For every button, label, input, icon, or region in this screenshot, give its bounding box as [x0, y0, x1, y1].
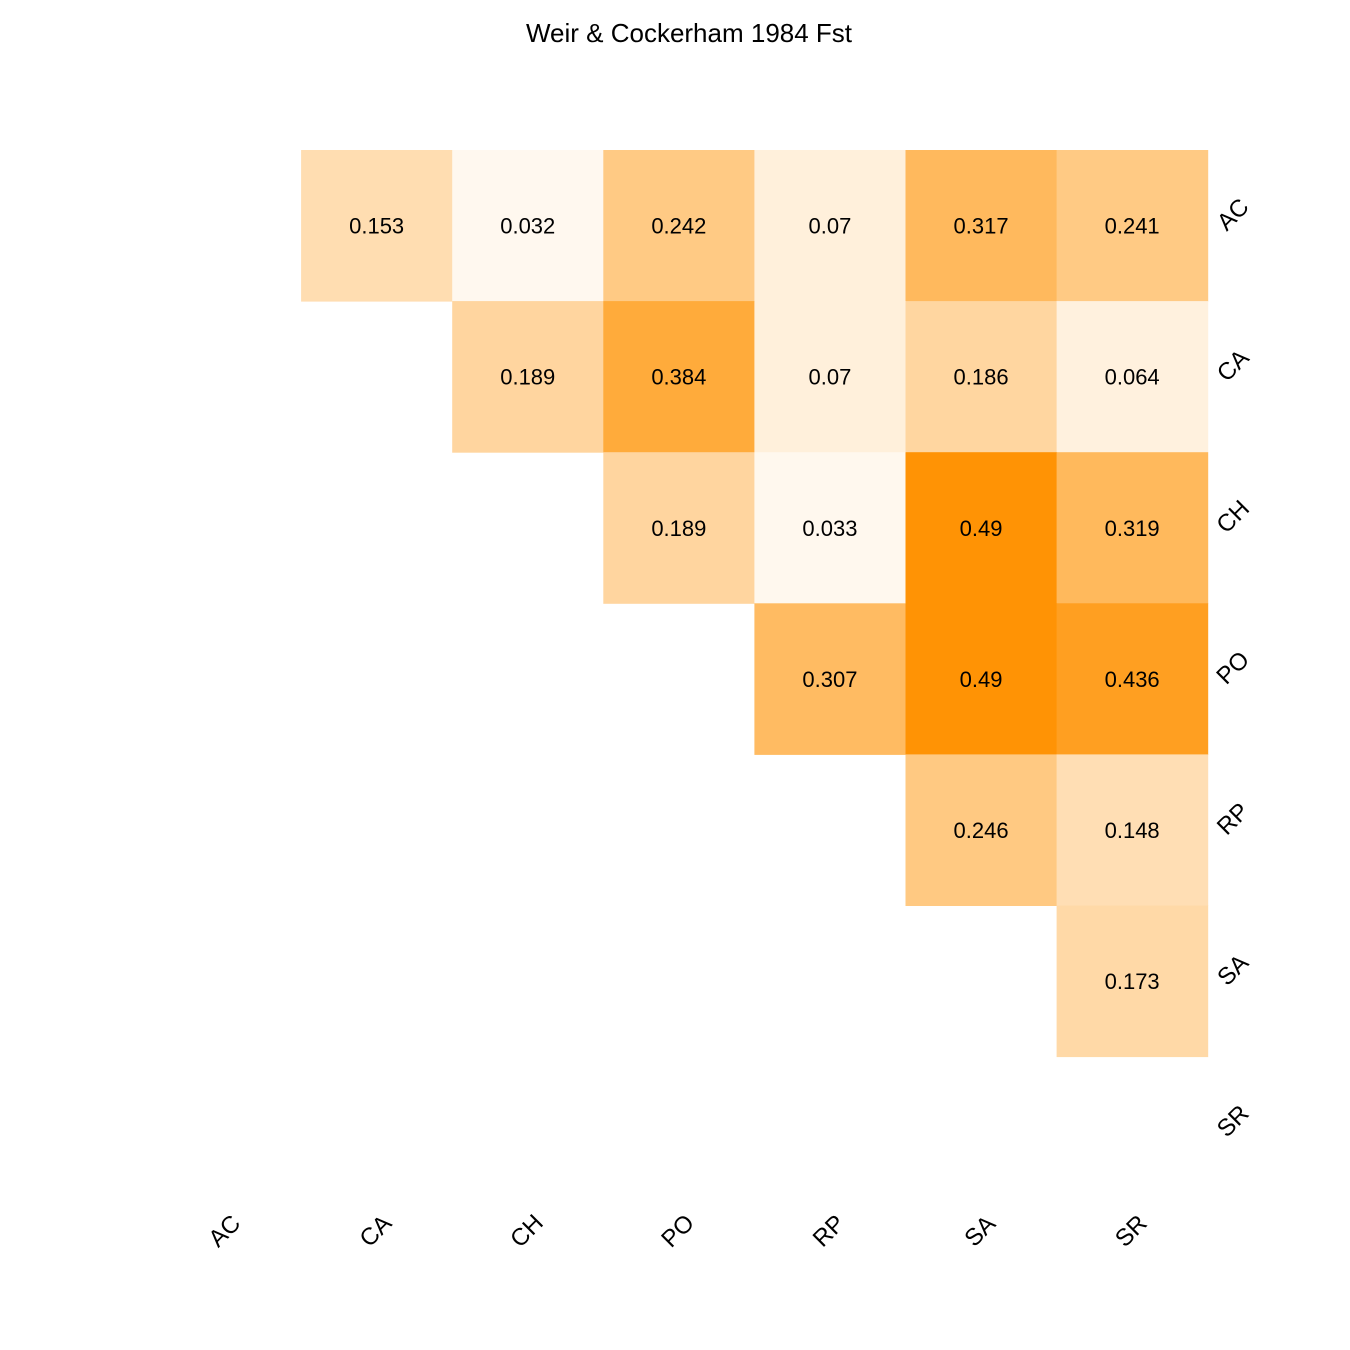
cell-value-label-CA-SR: 0.064 [1105, 365, 1160, 390]
cell-value-label-AC-CA: 0.153 [349, 214, 404, 239]
x-axis-tick-labels: AC CA CH PO RP SA SR [203, 1209, 1152, 1253]
x-tick-label-ac: AC [203, 1210, 246, 1253]
x-tick-label-ca: CA [354, 1210, 397, 1253]
cell-value-label-CA-CH: 0.189 [500, 365, 555, 390]
cell-value-label-CH-SR: 0.319 [1105, 516, 1160, 541]
heatmap-cell-SA-SR [1056, 905, 1209, 1058]
cell-value-label-AC-SA: 0.317 [954, 214, 1009, 239]
y-tick-label-ca: CA [1212, 344, 1255, 387]
x-tick-label-rp: RP [808, 1210, 851, 1253]
heatmap-cell-PO-SA [905, 603, 1058, 755]
heatmap-cell-AC-RP [754, 150, 906, 302]
heatmap-cell-CA-SA [905, 301, 1058, 453]
heatmap-cell-AC-SA [905, 150, 1058, 302]
cell-value-label-RP-SA: 0.246 [954, 818, 1009, 843]
cell-value-label-CA-PO: 0.384 [651, 365, 706, 390]
heatmap-cell-AC-PO [603, 150, 755, 302]
y-tick-label-sr: SR [1212, 1100, 1255, 1143]
y-axis-tick-labels: AC CA CH PO RP SA SR [1211, 193, 1255, 1142]
y-tick-label-po: PO [1211, 646, 1255, 690]
y-tick-label-ch: CH [1211, 495, 1255, 539]
cell-value-label-SA-SR: 0.173 [1105, 969, 1160, 994]
y-tick-label-ac: AC [1212, 193, 1255, 236]
heatmap-cell-CH-SA [905, 452, 1058, 604]
cell-value-label-CA-RP: 0.07 [809, 365, 852, 390]
heatmap-cell-CH-SR [1056, 452, 1209, 604]
cell-value-label-PO-SA: 0.49 [960, 667, 1003, 692]
cell-value-label-CA-SA: 0.186 [954, 365, 1009, 390]
cell-value-label-CH-SA: 0.49 [960, 516, 1003, 541]
heatmap-cell-CA-CH [452, 301, 604, 453]
y-tick-label-sa: SA [1212, 949, 1254, 991]
cell-value-label-AC-CH: 0.032 [500, 214, 555, 239]
heatmap-cell-PO-RP [754, 603, 906, 755]
cell-value-label-AC-PO: 0.242 [651, 214, 706, 239]
x-tick-label-sa: SA [959, 1210, 1001, 1252]
heatmap-cell-PO-SR [1056, 603, 1209, 755]
chart-title: Weir & Cockerham 1984 Fst [526, 18, 853, 48]
cell-value-label-CH-PO: 0.189 [651, 516, 706, 541]
heatmap-cell-CH-PO [603, 452, 755, 604]
heatmap-cell-AC-CA [301, 150, 453, 302]
cell-value-label-RP-SR: 0.148 [1105, 818, 1160, 843]
heatmap-cell-AC-CH [452, 150, 604, 302]
cell-value-label-CH-RP: 0.033 [802, 516, 857, 541]
y-tick-label-rp: RP [1212, 798, 1255, 841]
heatmap-cell-AC-SR [1056, 150, 1209, 302]
cell-value-label-AC-RP: 0.07 [809, 214, 852, 239]
heatmap-cell-CH-RP [754, 452, 906, 604]
heatmap-cell-labels: 0.153 0.032 0.242 0.07 0.317 0.241 0.189 0.384 0… [349, 214, 1160, 994]
heatmap-cell-CA-RP [754, 301, 906, 453]
cell-value-label-AC-SR: 0.241 [1105, 214, 1160, 239]
x-tick-label-po: PO [656, 1209, 700, 1253]
heatmap-cell-CA-SR [1056, 301, 1209, 453]
cell-value-label-PO-SR: 0.436 [1105, 667, 1160, 692]
heatmap-cell-CA-PO [603, 301, 755, 453]
heatmap-cell-RP-SA [905, 754, 1058, 906]
heatmap-cells [301, 150, 1209, 1058]
cell-value-label-PO-RP: 0.307 [802, 667, 857, 692]
x-tick-label-ch: CH [505, 1209, 549, 1253]
x-tick-label-sr: SR [1110, 1210, 1153, 1253]
heatmap-cell-RP-SR [1056, 754, 1209, 906]
